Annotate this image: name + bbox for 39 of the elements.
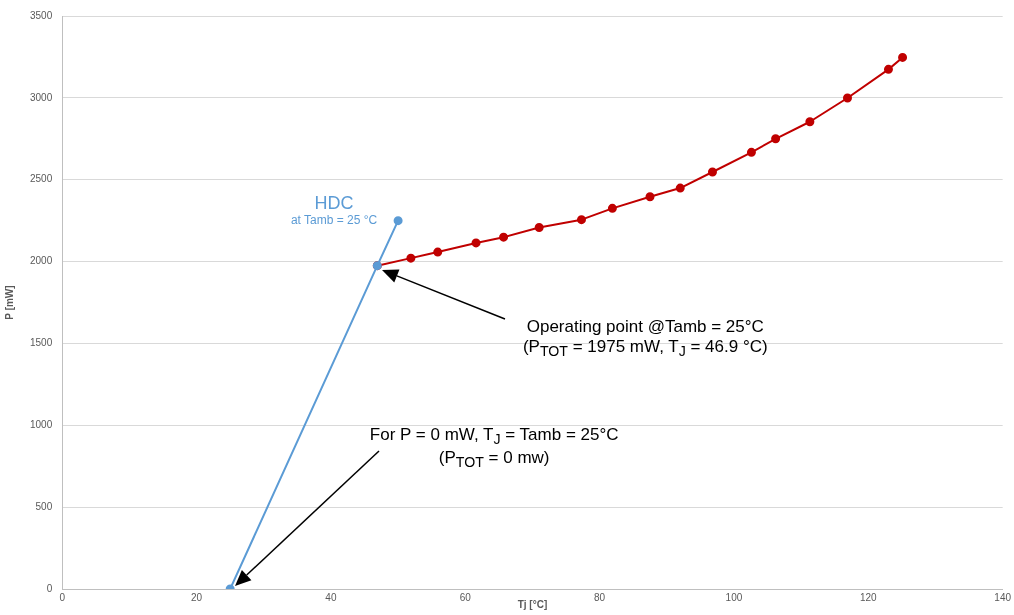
- y-axis-title: P [mW]: [3, 285, 15, 320]
- y-tick-label: 1500: [30, 337, 53, 349]
- y-tick-label: 1000: [30, 419, 53, 431]
- point: [771, 134, 781, 144]
- x-tick-label: 120: [859, 591, 878, 603]
- point: [805, 117, 815, 127]
- annotation: Operating point @Tamb = 25°C (P$_{TOT}$ = 1975 mW, T$_{J}$ = 46.9 °C): [521, 316, 769, 361]
- point: [607, 203, 617, 213]
- y-tick-label: 3500: [30, 9, 53, 21]
- point: [898, 52, 908, 62]
- point: [842, 93, 852, 103]
- y-tick-label: 500: [35, 500, 53, 512]
- y-tick-label: 3000: [30, 91, 53, 103]
- y-tick-label: 0: [46, 582, 53, 594]
- point: [746, 147, 756, 157]
- point: [471, 238, 481, 248]
- text: HDC: [314, 192, 354, 213]
- x-tick-label: 140: [994, 591, 1012, 603]
- point: [675, 183, 685, 193]
- point: [534, 223, 544, 233]
- annotation: at Tamb = 25 °C: [289, 212, 379, 228]
- x-tick-label: 40: [325, 591, 337, 603]
- point: [499, 232, 509, 242]
- point: [393, 216, 403, 226]
- text: For P = 0 mW, T$_{J}$ = Tamb = 25°C (P$_{TOT}$ = 0 mw): [369, 425, 619, 471]
- point: [883, 64, 893, 74]
- point: [645, 192, 655, 202]
- x-tick-label: 0: [59, 591, 66, 603]
- point: [707, 167, 717, 177]
- x-tick-label: 80: [594, 591, 606, 603]
- x-tick-label: 20: [191, 591, 203, 603]
- x-axis-title: Tj [°C]: [517, 598, 548, 610]
- point: [406, 253, 416, 263]
- point: [433, 247, 443, 257]
- point: [576, 215, 586, 225]
- x-tick-label: 100: [725, 591, 743, 603]
- y-tick-label: 2500: [30, 173, 53, 185]
- x-tick-label: 60: [459, 591, 472, 603]
- y-tick-label: 2000: [30, 255, 53, 267]
